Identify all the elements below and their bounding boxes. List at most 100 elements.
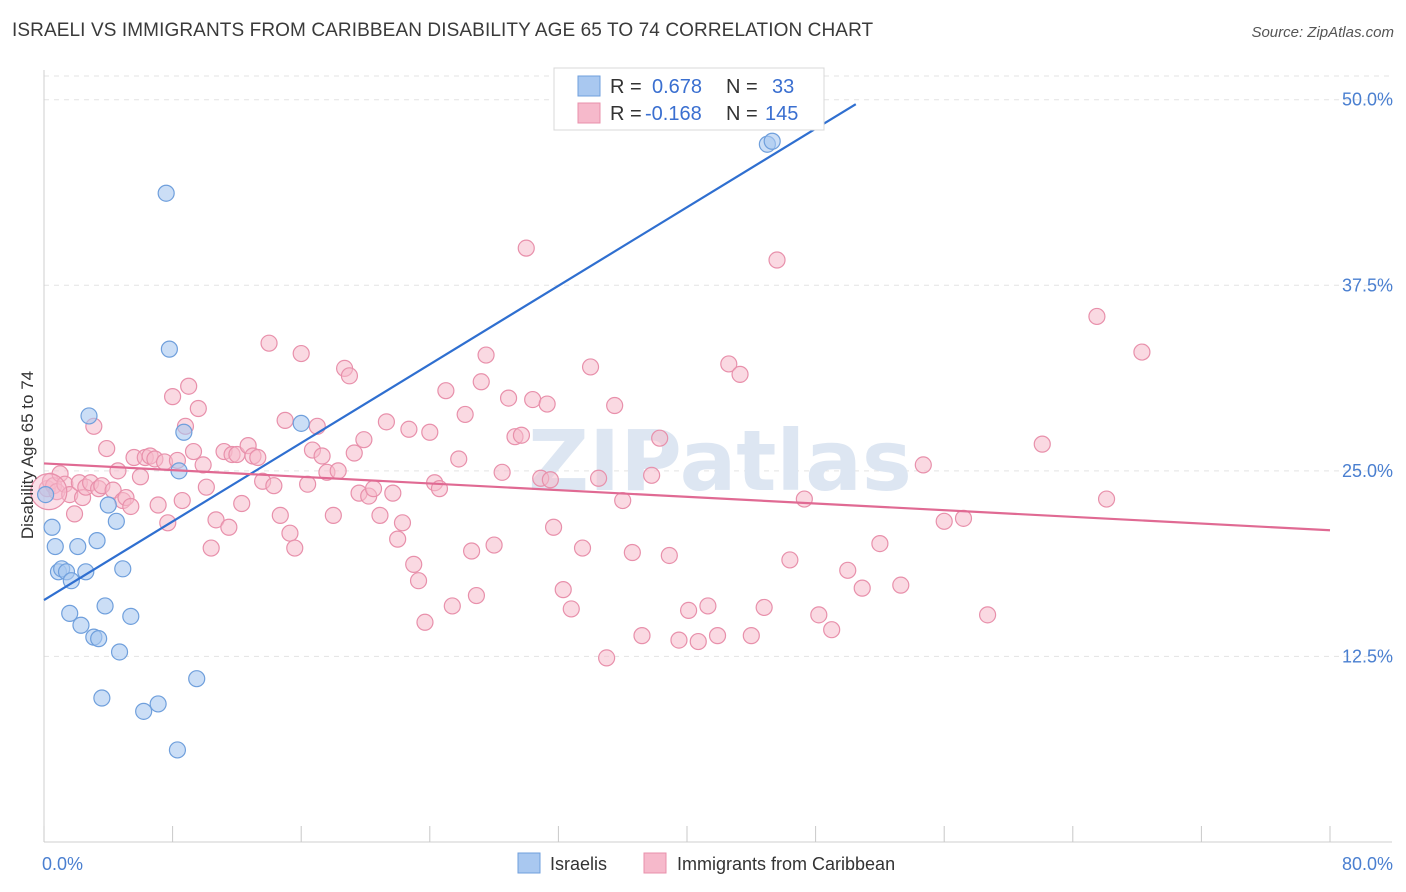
point-caribbean	[512, 426, 531, 444]
point-israelis	[114, 560, 132, 578]
point-caribbean	[164, 388, 182, 406]
y-axis-title: Disability Age 65 to 74	[18, 371, 37, 539]
point-caribbean	[313, 447, 331, 465]
legend-r-label: R =	[610, 103, 642, 125]
point-caribbean	[364, 480, 383, 498]
legend-stats: R = 0.678 N = 33 R = -0.168 N = 145	[553, 67, 825, 131]
point-caribbean	[122, 497, 140, 516]
point-caribbean	[581, 358, 600, 376]
point-caribbean	[562, 600, 580, 618]
point-caribbean	[742, 627, 760, 645]
point-caribbean	[892, 576, 910, 594]
trend-line-israelis	[43, 103, 857, 601]
point-israelis	[149, 695, 167, 713]
point-caribbean	[853, 579, 871, 597]
point-caribbean	[810, 606, 828, 624]
point-caribbean	[689, 632, 707, 651]
point-caribbean	[276, 411, 294, 429]
point-israelis	[37, 486, 55, 504]
point-caribbean	[329, 462, 347, 480]
point-caribbean	[65, 505, 84, 523]
point-caribbean	[281, 524, 299, 542]
point-israelis	[43, 518, 61, 536]
point-caribbean	[660, 546, 678, 565]
series-israelis-points	[37, 132, 781, 759]
legend-label-caribbean: Immigrants from Caribbean	[677, 854, 895, 874]
point-israelis	[69, 537, 87, 556]
point-caribbean	[207, 511, 225, 529]
point-caribbean	[708, 627, 727, 645]
point-caribbean	[795, 490, 813, 508]
y-tick-label: 12.5%	[1342, 646, 1393, 666]
point-caribbean	[731, 365, 749, 383]
point-caribbean	[149, 496, 167, 514]
point-israelis	[175, 423, 193, 441]
point-israelis	[292, 414, 310, 432]
legend-swatch-caribbean	[577, 102, 601, 124]
point-caribbean	[493, 463, 511, 481]
point-caribbean	[680, 601, 698, 620]
point-caribbean	[286, 539, 304, 557]
point-caribbean	[260, 334, 278, 352]
point-caribbean	[768, 251, 786, 269]
point-israelis	[96, 597, 114, 615]
point-israelis	[110, 643, 129, 661]
point-caribbean	[1133, 343, 1151, 361]
point-caribbean	[598, 649, 616, 667]
point-israelis	[135, 702, 153, 720]
point-caribbean	[670, 631, 688, 649]
point-caribbean	[839, 561, 857, 579]
legend-n-label: N =	[726, 103, 758, 125]
point-caribbean	[614, 491, 632, 510]
point-caribbean	[935, 512, 953, 530]
watermark: ZIPatlas	[528, 412, 912, 510]
point-caribbean	[517, 239, 535, 257]
point-israelis	[157, 184, 175, 202]
point-caribbean	[292, 344, 310, 363]
point-caribbean	[462, 542, 481, 560]
legend-r-value: 0.678	[652, 76, 702, 98]
legend-r-value: -0.168	[645, 103, 702, 125]
point-caribbean	[589, 469, 608, 487]
point-caribbean	[499, 389, 518, 407]
point-israelis	[72, 616, 90, 634]
legend-r-label: R =	[610, 76, 642, 98]
point-israelis	[99, 496, 117, 514]
tick-labels: 12.5% 25.0% 37.5% 50.0% 0.0% 80.0%	[42, 90, 1393, 874]
point-caribbean	[485, 536, 503, 554]
point-caribbean	[954, 509, 973, 527]
point-israelis	[763, 132, 781, 150]
point-israelis	[88, 532, 106, 550]
point-caribbean	[606, 396, 624, 415]
legend-n-value: 33	[772, 76, 794, 98]
point-caribbean	[437, 382, 455, 400]
point-caribbean	[524, 390, 542, 409]
point-israelis	[80, 407, 98, 425]
point-caribbean	[249, 448, 267, 467]
source-label: Source: ZipAtlas.com	[1251, 24, 1394, 41]
point-caribbean	[131, 468, 150, 486]
point-caribbean	[345, 444, 363, 462]
x-tick-label: 0.0%	[42, 854, 83, 874]
x-tick-label: 80.0%	[1342, 854, 1393, 874]
legend-label-israelis: Israelis	[550, 854, 607, 874]
legend-swatch-israelis	[577, 75, 601, 97]
point-caribbean	[623, 543, 641, 562]
point-caribbean	[1097, 490, 1116, 508]
point-caribbean	[544, 518, 563, 536]
legend-swatch-caribbean	[643, 852, 667, 874]
point-caribbean	[184, 442, 203, 461]
point-caribbean	[416, 613, 434, 631]
point-caribbean	[699, 597, 717, 615]
point-caribbean	[384, 484, 402, 502]
point-caribbean	[220, 518, 238, 536]
legend-series: Israelis Immigrants from Caribbean	[517, 852, 895, 874]
point-caribbean	[340, 367, 359, 385]
point-caribbean	[979, 606, 997, 624]
point-caribbean	[409, 572, 428, 590]
point-caribbean	[1088, 307, 1106, 326]
point-caribbean	[371, 506, 389, 524]
point-caribbean	[355, 431, 373, 449]
point-israelis	[107, 512, 125, 530]
